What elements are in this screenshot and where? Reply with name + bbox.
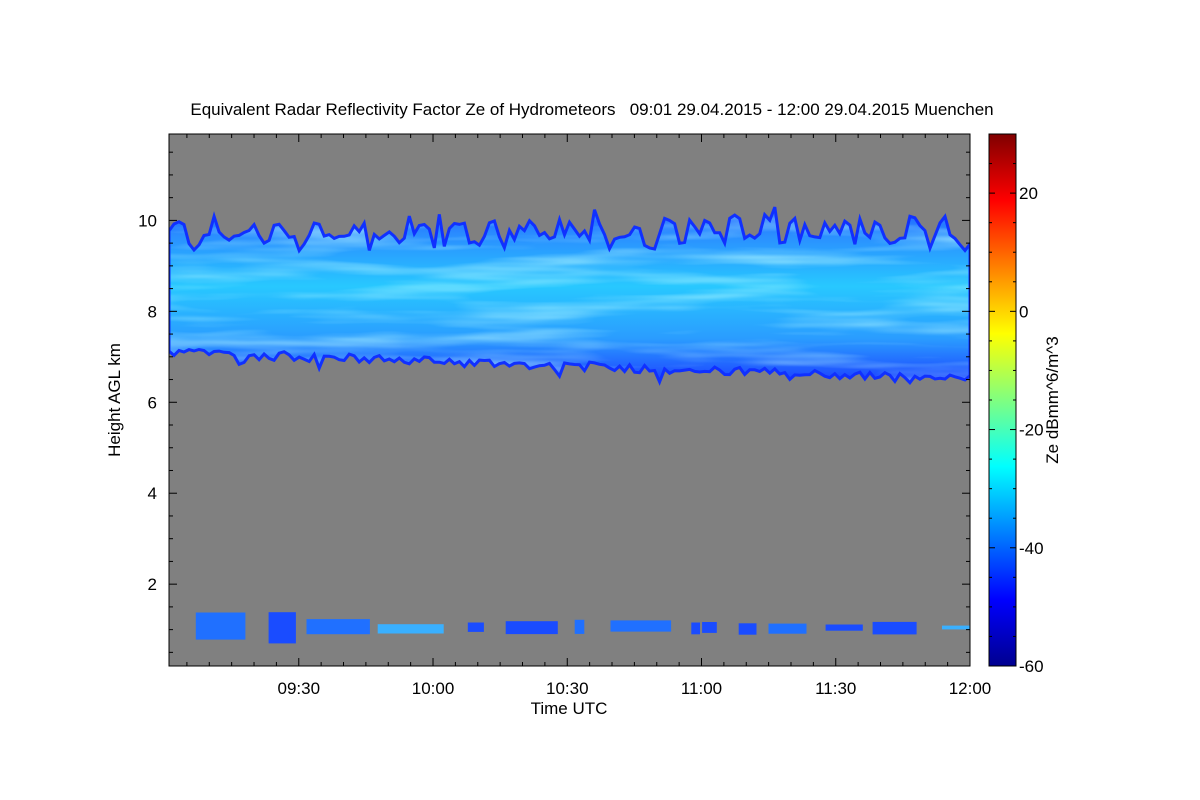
chart-title: Equivalent Radar Reflectivity Factor Ze … bbox=[190, 100, 993, 119]
echo-low-segment bbox=[505, 621, 558, 635]
echo-low-segment bbox=[306, 619, 370, 635]
x-tick-label: 09:30 bbox=[277, 679, 320, 698]
x-tick-label: 12:00 bbox=[949, 679, 992, 698]
echo-low-segment bbox=[467, 622, 484, 632]
colorbar bbox=[988, 133, 1017, 667]
echo-edge bbox=[169, 206, 970, 386]
cb-tick-label: -60 bbox=[1019, 657, 1044, 676]
cb-tick-label: 0 bbox=[1019, 302, 1028, 321]
echo-layer bbox=[169, 206, 970, 644]
plot-frame bbox=[168, 133, 971, 667]
echo-low-segment bbox=[195, 612, 246, 640]
y-axis: 2 4 6 8 10 bbox=[138, 151, 970, 653]
echo-low-segment bbox=[702, 622, 717, 633]
x-tick-label: 10:00 bbox=[412, 679, 455, 698]
colorbar-label: Ze dBmm^6/m^3 bbox=[1043, 336, 1062, 463]
y-tick-label: 2 bbox=[148, 575, 157, 594]
cb-tick-label: -40 bbox=[1019, 539, 1044, 558]
echo-low-segment bbox=[872, 621, 917, 635]
y-tick-label: 10 bbox=[138, 211, 157, 230]
echo-low-segment bbox=[691, 622, 700, 635]
echo-low-segment bbox=[377, 624, 444, 634]
x-tick-label: 10:30 bbox=[546, 679, 589, 698]
y-axis-label: Height AGL km bbox=[105, 343, 124, 457]
cb-tick-label: -20 bbox=[1019, 421, 1044, 440]
echo-low-segment bbox=[942, 625, 970, 630]
x-tick-label: 11:30 bbox=[815, 679, 856, 698]
echo-low-segment bbox=[825, 624, 863, 631]
echo-low-segment bbox=[610, 620, 672, 632]
y-tick-label: 6 bbox=[148, 393, 157, 412]
plot-background bbox=[169, 134, 970, 666]
x-axis: 09:30 10:00 10:30 11:00 11:30 12:00 bbox=[186, 134, 992, 698]
echo-low-segment bbox=[738, 623, 757, 635]
y-tick-label: 8 bbox=[148, 302, 157, 321]
echo-low-segment bbox=[768, 623, 807, 634]
echo-low-segment bbox=[268, 612, 296, 644]
x-axis-label: Time UTC bbox=[531, 699, 608, 718]
y-tick-label: 4 bbox=[148, 484, 157, 503]
echo-low-segment bbox=[574, 619, 585, 634]
colorbar-axis: -60 -40 -20 0 20 bbox=[989, 163, 1044, 676]
cb-tick-label: 20 bbox=[1019, 184, 1038, 203]
x-tick-label: 11:00 bbox=[681, 679, 722, 698]
